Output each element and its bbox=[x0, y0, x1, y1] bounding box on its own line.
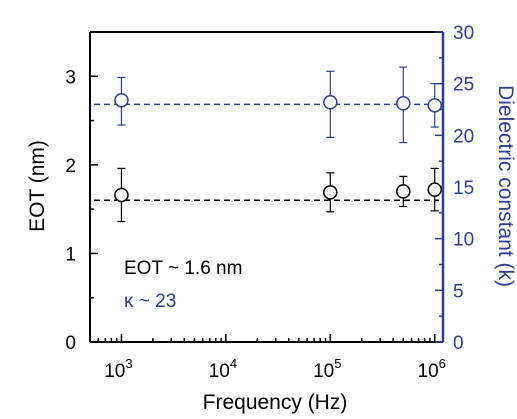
y-right-tick-label: 0 bbox=[453, 333, 464, 354]
kappa-data-point bbox=[396, 96, 411, 111]
y-right-tick-label: 30 bbox=[453, 23, 474, 44]
y-left-tick-label: 1 bbox=[65, 244, 76, 265]
kappa-data-point bbox=[427, 98, 442, 113]
kappa-data-point bbox=[323, 95, 338, 110]
y-right-tick-label: 25 bbox=[453, 75, 474, 96]
y-left-tick-label: 3 bbox=[65, 67, 76, 88]
y-left-tick-label: 2 bbox=[65, 156, 76, 177]
y-right-tick-label: 20 bbox=[453, 126, 474, 147]
x-axis-label: Frequency (Hz) bbox=[203, 391, 348, 414]
annotation-kappa: κ ~ 23 bbox=[124, 291, 176, 312]
y-axis-label-right: Dielectric constant (k) bbox=[494, 85, 517, 287]
x-tick-label: 104 bbox=[209, 356, 237, 382]
x-tick-label: 105 bbox=[313, 356, 341, 382]
y-axis-label-left: EOT (nm) bbox=[26, 140, 49, 232]
y-left-tick-label: 0 bbox=[65, 333, 76, 354]
kappa-data-point bbox=[114, 92, 129, 108]
x-tick-label: 103 bbox=[104, 356, 132, 382]
y-right-tick-label: 10 bbox=[453, 230, 474, 251]
annotation-eot: EOT ~ 1.6 nm bbox=[124, 258, 242, 279]
eot-data-point bbox=[323, 185, 338, 200]
y-right-tick-label: 15 bbox=[453, 178, 474, 199]
eot-data-point bbox=[427, 182, 442, 197]
eot-data-point bbox=[396, 184, 411, 199]
eot-data-point bbox=[114, 187, 129, 203]
y-right-tick-label: 5 bbox=[453, 281, 464, 302]
x-tick-label: 106 bbox=[418, 356, 446, 382]
